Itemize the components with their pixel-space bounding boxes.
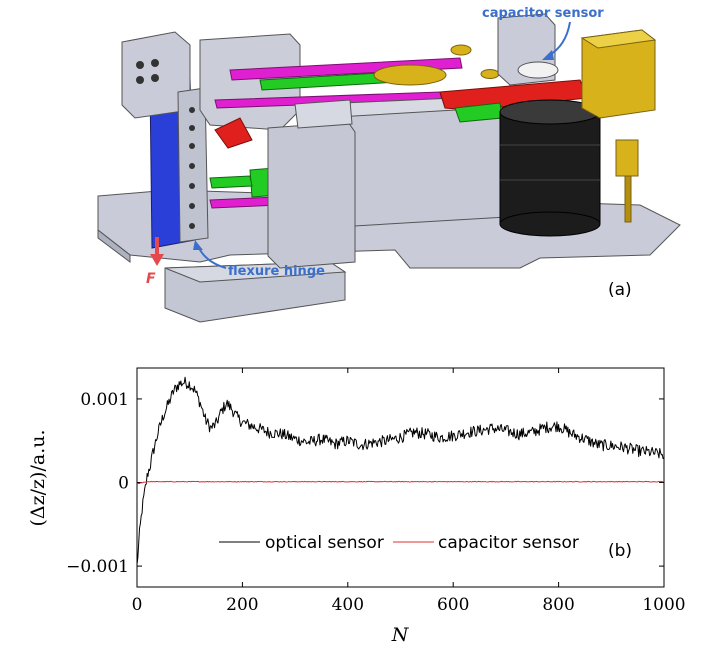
x-tick-label: 600	[437, 595, 469, 615]
x-tick-label: 0	[132, 595, 143, 615]
front-plate-top	[295, 100, 352, 128]
flexure-hinge-callout: flexure hinge	[228, 264, 325, 279]
capacitor-sensor-head	[518, 62, 558, 78]
panel-b-label: (b)	[608, 541, 632, 561]
panel-a: capacitor sensor flexure hinge F (a)	[98, 6, 680, 322]
force-arrow-head	[150, 254, 164, 266]
series-line-capacitor-sensor	[137, 481, 663, 484]
y-axis-label: (Δz/z)/a.u.	[27, 429, 49, 526]
y-tick-label: 0	[118, 474, 129, 494]
x-tick-label: 1000	[642, 595, 685, 615]
green-bar-3	[210, 176, 252, 188]
legend-label-optical: optical sensor	[265, 533, 384, 553]
gold-disc	[374, 65, 446, 85]
capacitor-sensor-callout: capacitor sensor	[482, 6, 604, 21]
cad-rendering	[98, 14, 680, 322]
front-plate	[268, 122, 355, 268]
legend-label-capacitor: capacitor sensor	[438, 533, 579, 553]
x-axis-label: N	[391, 624, 410, 646]
x-tick-label: 200	[226, 595, 258, 615]
x-ticks: 0 200 400 600 800 1000	[132, 368, 686, 615]
panel-a-label: (a)	[608, 280, 632, 300]
y-tick-label: 0.001	[80, 390, 129, 410]
force-label: F	[146, 271, 156, 287]
series-line-optical-sensor	[137, 377, 663, 564]
plot-area-frame	[137, 368, 664, 587]
x-tick-label: 800	[542, 595, 574, 615]
motor-cylinder	[500, 100, 600, 236]
legend: optical sensor capacitor sensor	[219, 533, 579, 553]
y-tick-label: −0.001	[66, 557, 129, 577]
series-layer	[137, 377, 663, 564]
x-tick-label: 400	[332, 595, 364, 615]
